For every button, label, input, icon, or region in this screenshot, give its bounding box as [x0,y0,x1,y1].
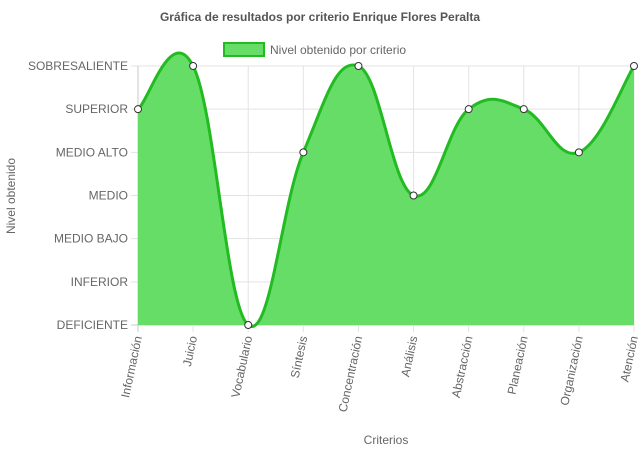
data-point[interactable] [134,105,142,114]
y-tick-label: INFERIOR [71,275,129,289]
x-tick-label: Análisis [398,335,420,378]
chart-title: Gráfica de resultados por criterio Enriq… [160,10,480,24]
y-tick-label: SUPERIOR [65,102,128,116]
data-points [134,62,638,329]
x-tick-label: Juicio [180,334,200,367]
area-fill [138,53,634,327]
x-tick-label: Abstracción [449,335,476,399]
legend-swatch [223,42,265,57]
data-point[interactable] [189,62,198,70]
data-point[interactable] [299,148,308,157]
data-point[interactable] [409,191,418,200]
x-tick-label: Síntesis [288,335,311,380]
series-area [136,51,636,328]
y-tick-label: MEDIO ALTO [56,145,128,159]
y-tick-label: SOBRESALIENTE [28,59,128,73]
y-axis: DEFICIENTE INFERIOR MEDIO BAJO MEDIO MEDIO A… [28,59,128,332]
x-tick-label: Concentración [336,335,366,414]
data-point[interactable] [519,105,528,114]
data-point[interactable] [464,105,473,114]
legend-label: Nivel obtenido por criterio [270,43,406,57]
x-tick-label: Vocabulario [228,334,255,399]
y-axis-label: Nivel obtenido [4,158,18,234]
x-tick-label: Atención [618,335,639,384]
y-tick-label: MEDIO [89,189,128,203]
x-axis: Información Juicio Vocabulario Síntesis Conc… [118,334,639,413]
y-tick-label: MEDIO BAJO [54,232,128,246]
data-point[interactable] [244,321,253,329]
legend[interactable]: Nivel obtenido por criterio [223,42,406,57]
x-axis-label: Criterios [364,433,409,447]
data-point[interactable] [630,62,638,70]
data-point[interactable] [574,148,583,157]
x-tick-label: Información [118,335,145,399]
x-tick-label: Organización [557,335,585,407]
data-point[interactable] [354,62,363,70]
y-tick-label: DEFICIENTE [57,318,128,332]
x-tick-label: Planeación [505,335,531,396]
